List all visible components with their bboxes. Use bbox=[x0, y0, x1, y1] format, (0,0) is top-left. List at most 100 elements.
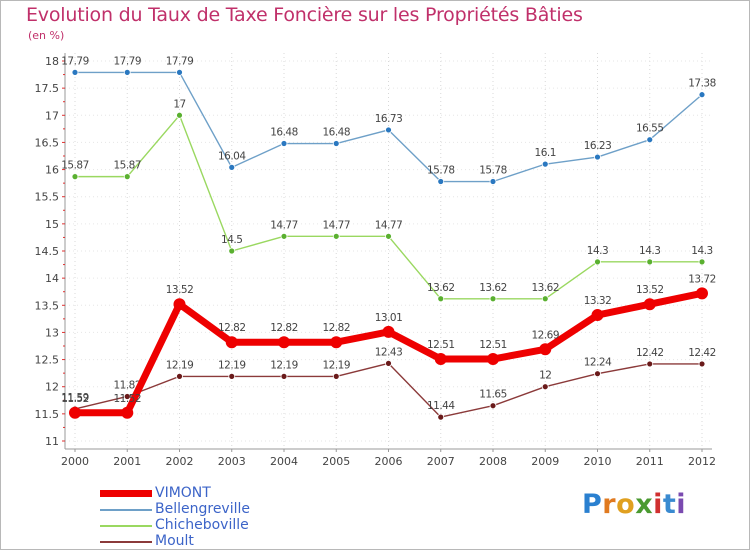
y-tick-label: 17 bbox=[45, 109, 59, 122]
data-label-chicheboville: 14.3 bbox=[691, 245, 712, 257]
logo-letter: t bbox=[662, 489, 677, 520]
data-label-moult: 12.19 bbox=[270, 359, 298, 371]
data-point-moult bbox=[176, 372, 183, 380]
x-tick-label: 2011 bbox=[636, 455, 664, 468]
data-point-vimont bbox=[696, 287, 708, 300]
x-tick-label: 2001 bbox=[113, 455, 141, 468]
data-label-moult: 12.19 bbox=[166, 359, 194, 371]
x-tick-label: 2010 bbox=[584, 455, 612, 468]
legend-item-vimont: VIMONT bbox=[100, 485, 350, 502]
x-tick-label: 2009 bbox=[531, 455, 559, 468]
data-point-moult bbox=[332, 372, 340, 380]
y-tick-label: 11.5 bbox=[35, 408, 60, 421]
data-point-chicheboville bbox=[646, 258, 654, 266]
data-label-chicheboville: 14.3 bbox=[639, 245, 660, 257]
data-label-chicheboville: 14.77 bbox=[322, 219, 350, 231]
y-tick-label: 16.5 bbox=[35, 136, 60, 149]
data-label-vimont: 13.52 bbox=[636, 284, 664, 296]
y-tick-label: 11 bbox=[45, 435, 59, 448]
data-label-bellengreville: 16.48 bbox=[270, 127, 298, 139]
x-tick-label: 2008 bbox=[479, 455, 507, 468]
data-label-moult: 12.42 bbox=[688, 347, 716, 359]
data-label-vimont: 11.52 bbox=[113, 393, 141, 405]
data-label-chicheboville: 14.5 bbox=[221, 234, 242, 246]
data-label-moult: 12.19 bbox=[322, 359, 350, 371]
data-label-vimont: 12.82 bbox=[270, 322, 298, 334]
data-point-moult bbox=[646, 360, 654, 368]
data-point-moult bbox=[385, 359, 392, 367]
logo-letter: P bbox=[582, 489, 603, 520]
data-point-vimont bbox=[591, 309, 604, 322]
legend-item-moult: Moult bbox=[100, 533, 350, 550]
data-label-chicheboville: 13.62 bbox=[427, 282, 455, 294]
legend-label-moult: Moult bbox=[155, 533, 194, 549]
data-label-moult: 11.44 bbox=[427, 400, 455, 412]
data-label-chicheboville: 15.87 bbox=[113, 160, 141, 172]
data-point-chicheboville bbox=[698, 258, 706, 266]
x-tick-label: 2003 bbox=[218, 455, 246, 468]
data-point-vimont bbox=[121, 406, 134, 419]
data-label-vimont: 12.51 bbox=[479, 339, 507, 351]
data-label-chicheboville: 13.62 bbox=[479, 282, 507, 294]
data-label-moult: 11.82 bbox=[113, 379, 141, 391]
data-point-vimont bbox=[278, 336, 290, 349]
data-label-chicheboville: 14.3 bbox=[587, 245, 608, 257]
data-point-vimont bbox=[434, 353, 447, 366]
data-point-vimont bbox=[382, 325, 395, 338]
legend-swatch-bellengreville bbox=[100, 509, 152, 511]
y-tick-label: 12 bbox=[45, 381, 59, 394]
data-point-bellengreville bbox=[489, 178, 497, 185]
logo-letter: o bbox=[616, 489, 636, 520]
y-tick-label: 15.5 bbox=[35, 191, 60, 204]
legend-item-bellengreville: Bellengreville bbox=[100, 501, 350, 518]
x-tick-label: 2002 bbox=[166, 455, 194, 468]
y-tick-label: 16 bbox=[45, 164, 59, 177]
data-label-vimont: 13.32 bbox=[584, 295, 612, 307]
data-label-chicheboville: 14.77 bbox=[270, 219, 298, 231]
data-point-bellengreville bbox=[280, 140, 288, 147]
logo-letter: x bbox=[635, 489, 654, 520]
x-tick-label: 2000 bbox=[61, 455, 89, 468]
y-tick-label: 14 bbox=[45, 272, 59, 285]
proxiti-logo: Proxiti bbox=[582, 489, 686, 520]
data-point-moult bbox=[594, 370, 601, 378]
data-label-moult: 11.59 bbox=[61, 392, 89, 404]
data-label-bellengreville: 16.1 bbox=[535, 147, 556, 159]
data-point-bellengreville bbox=[698, 91, 706, 99]
data-point-moult bbox=[123, 393, 131, 400]
data-point-bellengreville bbox=[176, 69, 183, 76]
chart-title: Evolution du Taux de Taxe Foncière sur l… bbox=[26, 4, 583, 26]
x-tick-label: 2004 bbox=[270, 455, 298, 468]
data-label-vimont: 13.01 bbox=[375, 312, 403, 324]
data-label-vimont: 12.82 bbox=[322, 322, 350, 334]
data-label-vimont: 11.52 bbox=[61, 393, 89, 405]
legend-swatch-vimont bbox=[100, 490, 152, 497]
legend-label-chicheboville: Chicheboville bbox=[155, 517, 249, 533]
y-tick-label: 18 bbox=[45, 55, 59, 68]
data-point-chicheboville bbox=[176, 111, 183, 119]
data-point-chicheboville bbox=[594, 258, 601, 266]
y-tick-label: 13 bbox=[45, 326, 59, 339]
data-point-chicheboville bbox=[385, 232, 392, 240]
x-tick-label: 2012 bbox=[688, 455, 716, 468]
data-label-chicheboville: 14.77 bbox=[375, 219, 403, 231]
logo-letter: r bbox=[602, 489, 617, 520]
data-point-vimont bbox=[330, 336, 343, 349]
data-label-bellengreville: 17.38 bbox=[688, 78, 716, 90]
data-point-bellengreville bbox=[437, 178, 445, 185]
data-point-moult bbox=[437, 413, 445, 421]
data-label-chicheboville: 17 bbox=[173, 98, 185, 110]
data-point-bellengreville bbox=[332, 140, 340, 147]
data-label-bellengreville: 15.78 bbox=[427, 165, 455, 177]
legend-label-bellengreville: Bellengreville bbox=[155, 501, 250, 517]
data-point-chicheboville bbox=[71, 173, 79, 181]
data-point-bellengreville bbox=[385, 126, 392, 134]
data-label-moult: 12 bbox=[539, 370, 551, 382]
legend-swatch-chicheboville bbox=[100, 525, 152, 527]
data-point-bellengreville bbox=[123, 69, 131, 76]
legend-label-vimont: VIMONT bbox=[155, 485, 211, 501]
data-label-bellengreville: 17.79 bbox=[113, 55, 141, 67]
y-tick-label: 12.5 bbox=[35, 354, 60, 367]
data-label-vimont: 12.69 bbox=[531, 329, 559, 341]
x-tick-label: 2005 bbox=[322, 455, 350, 468]
